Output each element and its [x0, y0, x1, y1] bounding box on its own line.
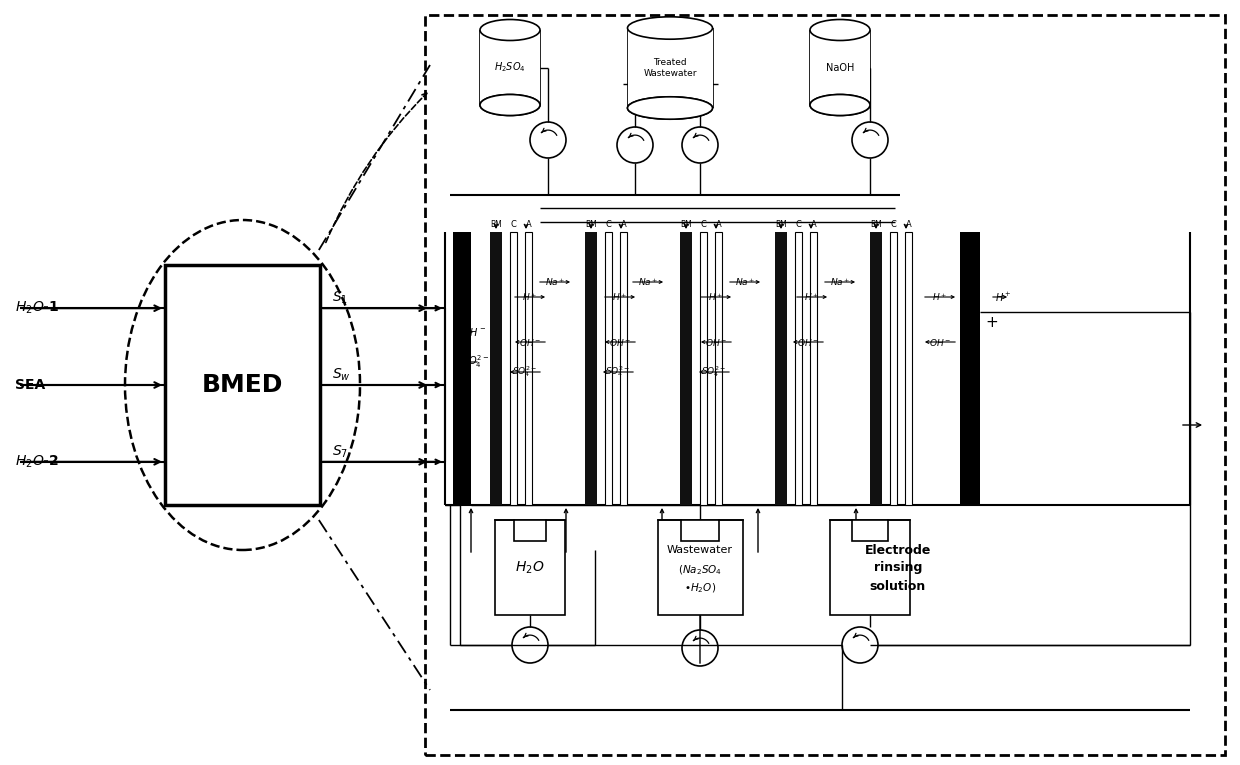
- Text: $SO_4^{2-}$: $SO_4^{2-}$: [702, 365, 727, 379]
- Bar: [490, 232, 502, 505]
- Text: $•H_2O)$: $•H_2O)$: [684, 581, 715, 595]
- Ellipse shape: [810, 95, 870, 116]
- Bar: [585, 232, 596, 505]
- Bar: [453, 232, 471, 505]
- Text: $H^+$: $H^+$: [994, 291, 1012, 304]
- Text: $H^+$: $H^+$: [932, 291, 947, 303]
- Text: $Na^+$: $Na^+$: [544, 276, 565, 288]
- Text: $(Na_2SO_4$: $(Na_2SO_4$: [678, 563, 722, 577]
- Text: SEA: SEA: [15, 378, 45, 392]
- Text: C: C: [890, 220, 897, 229]
- Ellipse shape: [480, 95, 539, 116]
- Ellipse shape: [480, 19, 539, 41]
- Bar: [425, 15, 1225, 755]
- Text: BMED: BMED: [202, 373, 283, 397]
- Text: NaOH: NaOH: [826, 63, 854, 73]
- Text: A: A: [621, 220, 626, 229]
- Text: $H^+$: $H^+$: [613, 291, 627, 303]
- Text: C: C: [796, 220, 801, 229]
- Bar: [795, 232, 802, 505]
- Text: $OH^-$: $OH^-$: [797, 337, 820, 347]
- Text: $Na^+$: $Na^+$: [637, 276, 658, 288]
- Text: A: A: [715, 220, 722, 229]
- Text: $-$: $-$: [455, 304, 469, 320]
- Text: BM: BM: [775, 220, 787, 229]
- Text: Wastewater: Wastewater: [667, 545, 733, 555]
- Text: A: A: [526, 220, 532, 229]
- Text: $Na^+$: $Na^+$: [830, 276, 851, 288]
- Bar: [715, 232, 722, 505]
- Ellipse shape: [810, 95, 870, 116]
- Text: $Na^+$: $Na^+$: [735, 276, 755, 288]
- Text: $OH^-$: $OH^-$: [463, 326, 486, 338]
- Text: BM: BM: [585, 220, 596, 229]
- Text: BM: BM: [490, 220, 502, 229]
- Bar: [890, 232, 897, 505]
- Ellipse shape: [627, 97, 713, 119]
- Text: $H_2O$: $H_2O$: [516, 559, 544, 576]
- Text: $H^+$: $H^+$: [708, 291, 724, 303]
- Text: $S_7$: $S_7$: [332, 444, 348, 460]
- Bar: [905, 232, 911, 505]
- Text: Treated
Wastewater: Treated Wastewater: [644, 58, 697, 78]
- Bar: [960, 232, 980, 505]
- Text: $S_1$: $S_1$: [332, 290, 348, 307]
- Bar: [810, 232, 817, 505]
- Ellipse shape: [480, 95, 539, 116]
- Bar: [701, 232, 707, 505]
- Text: $H^+$: $H^+$: [805, 291, 820, 303]
- Text: $SO_4^{2-}$: $SO_4^{2-}$: [605, 365, 631, 379]
- Bar: [870, 232, 882, 505]
- Bar: [165, 265, 320, 505]
- Text: $H_2O$-2: $H_2O$-2: [15, 454, 60, 470]
- Bar: [620, 232, 627, 505]
- Bar: [515, 520, 546, 541]
- Text: BM: BM: [680, 220, 692, 229]
- Ellipse shape: [627, 97, 713, 119]
- Text: C: C: [701, 220, 707, 229]
- Bar: [525, 232, 532, 505]
- Text: $OH^-$: $OH^-$: [929, 337, 951, 347]
- Text: $S_w$: $S_w$: [332, 366, 351, 383]
- Bar: [681, 520, 719, 541]
- Text: $OH^-$: $OH^-$: [609, 337, 631, 347]
- Bar: [510, 232, 517, 505]
- Text: Electrode: Electrode: [864, 543, 931, 556]
- Bar: [657, 520, 743, 615]
- Bar: [775, 232, 787, 505]
- Text: A: A: [811, 220, 816, 229]
- Bar: [852, 520, 888, 541]
- Bar: [627, 28, 713, 108]
- Text: $OH^-$: $OH^-$: [518, 337, 541, 347]
- Text: rinsing: rinsing: [874, 562, 923, 575]
- Text: BM: BM: [870, 220, 882, 229]
- Text: C: C: [511, 220, 516, 229]
- Text: $+$: $+$: [985, 314, 998, 330]
- Text: $OH^-$: $OH^-$: [704, 337, 727, 347]
- Text: $H^+$: $H^+$: [522, 291, 538, 303]
- Text: C: C: [605, 220, 611, 229]
- Text: A: A: [905, 220, 911, 229]
- Bar: [480, 30, 539, 105]
- Bar: [605, 232, 613, 505]
- Text: $H_2SO_4$: $H_2SO_4$: [494, 60, 526, 74]
- Bar: [810, 30, 870, 105]
- Text: $SO_4^{2-}$: $SO_4^{2-}$: [512, 365, 538, 379]
- Ellipse shape: [810, 19, 870, 41]
- Text: solution: solution: [870, 580, 926, 593]
- Bar: [495, 520, 565, 615]
- Text: $SO_4^{2-}$: $SO_4^{2-}$: [463, 353, 490, 370]
- Text: $H_2O$-1: $H_2O$-1: [15, 300, 60, 317]
- Ellipse shape: [627, 17, 713, 39]
- Bar: [830, 520, 910, 615]
- Bar: [680, 232, 692, 505]
